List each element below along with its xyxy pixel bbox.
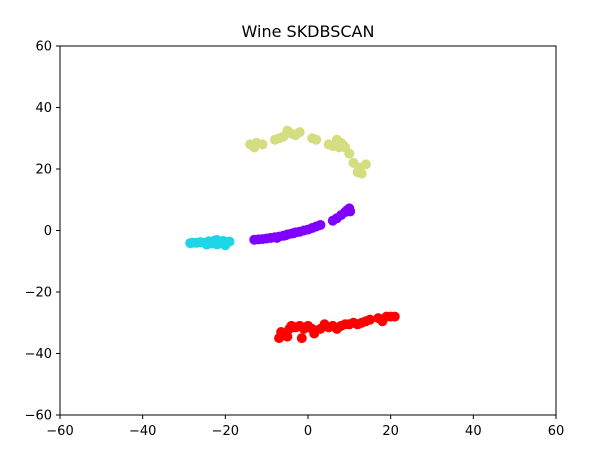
chart-title: Wine SKDBSCAN <box>242 22 375 41</box>
cluster-yellow-point <box>257 139 268 150</box>
cluster-purple-point <box>288 228 299 239</box>
y-tick-label: 60 <box>35 40 52 55</box>
y-tick-label: 20 <box>35 163 52 178</box>
x-tick-label: 60 <box>548 424 565 439</box>
cluster-red-point <box>352 319 363 330</box>
cluster-red-point <box>280 328 291 339</box>
x-tick-label: 0 <box>304 424 312 439</box>
cluster-cyan-point <box>224 236 235 247</box>
x-axis: −60 −40 −20 0 20 40 60 <box>46 415 564 439</box>
x-tick-label: 40 <box>465 424 482 439</box>
cluster-purple-point <box>272 232 282 243</box>
y-tick-label: −60 <box>25 409 52 424</box>
cluster-red-point <box>296 333 307 344</box>
x-tick-label: −60 <box>46 424 73 439</box>
y-tick-label: 40 <box>35 101 52 116</box>
points-layer <box>185 125 400 344</box>
y-axis: −60 −40 −20 0 20 40 60 <box>25 40 60 424</box>
cluster-purple-point <box>345 206 356 217</box>
cluster-red-point <box>389 311 400 322</box>
x-tick-label: −40 <box>129 424 156 439</box>
y-tick-label: −40 <box>25 347 52 362</box>
cluster-yellow-point <box>294 127 305 138</box>
cluster-cyan-point <box>201 239 212 250</box>
cluster-yellow-point <box>344 148 355 159</box>
cluster-red-point <box>365 314 375 325</box>
x-tick-label: −20 <box>212 424 239 439</box>
cluster-yellow-point <box>311 134 322 145</box>
cluster-yellow-point <box>354 162 365 173</box>
cluster-yellow-point <box>338 140 349 151</box>
y-tick-label: −20 <box>25 286 52 301</box>
cluster-cyan-point <box>212 235 223 246</box>
x-tick-label: 20 <box>382 424 399 439</box>
cluster-purple-point <box>315 219 326 230</box>
y-tick-label: 0 <box>44 224 52 239</box>
